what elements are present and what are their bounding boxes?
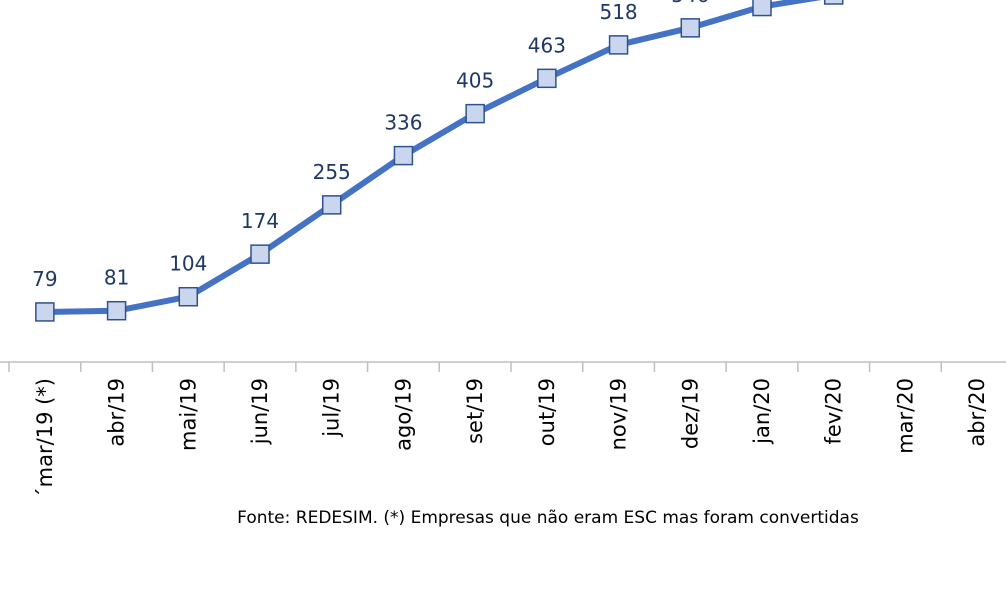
marker <box>250 244 270 264</box>
x-tick-label: fev/20 <box>822 378 846 445</box>
marker <box>537 68 557 89</box>
x-tick-label: jul/19 <box>320 378 344 438</box>
data-label: 104 <box>169 252 207 276</box>
data-label: 546 <box>671 0 709 7</box>
marker <box>393 145 414 166</box>
marker <box>178 286 199 307</box>
x-tick-label: mar/20 <box>893 378 917 454</box>
x-tick-label: ago/19 <box>391 378 415 451</box>
marker <box>823 0 844 5</box>
x-tick-label: jun/19 <box>248 378 272 445</box>
line <box>44 0 822 315</box>
x-tick-label: mai/19 <box>176 378 200 451</box>
marker <box>608 35 629 55</box>
data-label: 81 <box>104 266 129 290</box>
data-label: 518 <box>599 0 637 24</box>
data-label: 174 <box>241 209 279 233</box>
data-label: 463 <box>528 33 566 57</box>
x-tick-label: out/19 <box>535 378 559 446</box>
marker <box>680 18 701 38</box>
data-label: 79 <box>32 267 57 291</box>
x-tick-label: dez/19 <box>678 378 702 449</box>
x-tick-label: set/19 <box>463 378 487 444</box>
marker <box>35 302 55 322</box>
data-label: 336 <box>384 111 422 135</box>
x-tick-label: ´mar/19 (*) <box>33 378 57 498</box>
data-label: 405 <box>456 69 494 93</box>
x-tick-label: jan/20 <box>750 378 774 445</box>
x-tick-label: abr/20 <box>965 378 989 447</box>
data-label: 255 <box>313 160 351 184</box>
marker <box>465 103 485 124</box>
footnote: Fonte: REDESIM. (*) Empresas que não era… <box>237 508 859 528</box>
marker <box>321 195 342 215</box>
x-tick-label: abr/19 <box>105 378 129 447</box>
marker <box>106 300 127 321</box>
marker <box>752 0 772 17</box>
x-tick-label: nov/19 <box>607 378 631 450</box>
